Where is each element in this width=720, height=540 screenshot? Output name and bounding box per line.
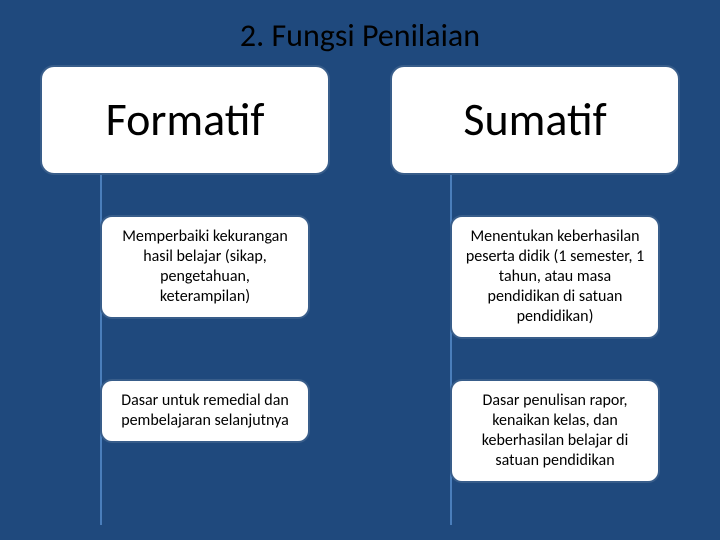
column-formatif: Formatif Memperbaiki kekurangan hasil be… xyxy=(30,65,340,483)
column-sumatif: Sumatif Menentukan keberhasilan peserta … xyxy=(380,65,690,483)
sub-box: Dasar untuk remedial dan pembelajaran se… xyxy=(100,379,310,443)
header-box-formatif: Formatif xyxy=(40,65,330,175)
header-box-sumatif: Sumatif xyxy=(390,65,680,175)
sub-box: Memperbaiki kekurangan hasil belajar (si… xyxy=(100,215,310,319)
sub-box: Dasar penulisan rapor, kenaikan kelas, d… xyxy=(450,379,660,483)
slide-title: 2. Fungsi Penilaian xyxy=(0,0,720,55)
sub-box: Menentukan keberhasilan peserta didik (1… xyxy=(450,215,660,339)
diagram-columns: Formatif Memperbaiki kekurangan hasil be… xyxy=(0,55,720,483)
